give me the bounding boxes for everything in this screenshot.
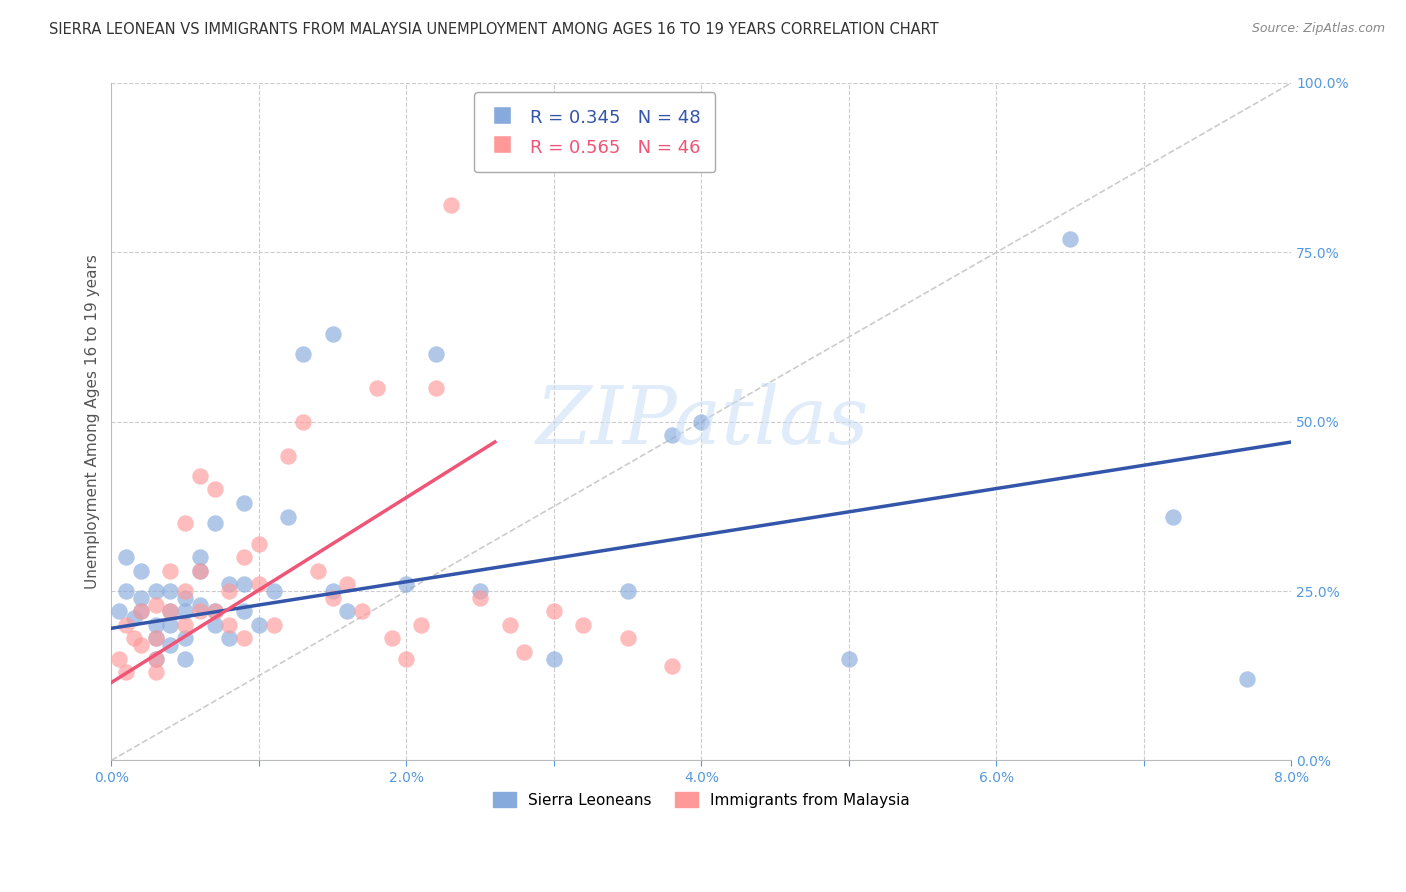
Point (174, 604, 197, 618)
Point (233, 604, 256, 618)
Point (188, 564, 211, 578)
Point (174, 618, 197, 632)
Point (188, 550, 211, 565)
Point (115, 584, 138, 599)
Point (277, 449, 299, 463)
Point (336, 604, 359, 618)
Point (292, 347, 315, 361)
Point (129, 604, 152, 618)
Point (159, 584, 181, 599)
Y-axis label: Unemployment Among Ages 16 to 19 years: Unemployment Among Ages 16 to 19 years (86, 254, 100, 589)
Point (145, 665, 167, 680)
Point (233, 632, 256, 646)
Point (159, 618, 181, 632)
Point (572, 618, 595, 632)
Point (411, 618, 433, 632)
Point (129, 591, 152, 605)
Point (1236, 672, 1258, 686)
Point (468, 591, 491, 605)
Point (174, 584, 197, 599)
Point (188, 564, 211, 578)
Point (661, 428, 683, 442)
Point (292, 415, 315, 429)
Point (115, 550, 138, 565)
Point (616, 632, 638, 646)
Point (174, 632, 197, 646)
Point (1163, 509, 1185, 524)
Point (690, 415, 713, 429)
Point (145, 598, 167, 612)
Point (247, 536, 270, 550)
Point (395, 652, 418, 666)
Point (145, 618, 167, 632)
Point (159, 604, 181, 618)
Point (247, 618, 270, 632)
Point (425, 347, 447, 361)
Point (233, 577, 256, 591)
Point (204, 483, 226, 497)
Point (204, 604, 226, 618)
Point (468, 584, 491, 599)
Point (188, 468, 211, 483)
Point (322, 326, 344, 341)
Point (218, 584, 240, 599)
Point (174, 516, 197, 531)
Point (129, 604, 152, 618)
Point (129, 638, 152, 652)
Point (145, 584, 167, 599)
Point (174, 591, 197, 605)
Point (247, 577, 270, 591)
Point (159, 638, 181, 652)
Text: Source: ZipAtlas.com: Source: ZipAtlas.com (1251, 22, 1385, 36)
Point (107, 604, 129, 618)
Point (188, 604, 211, 618)
Point (263, 584, 285, 599)
Point (145, 632, 167, 646)
Point (440, 198, 463, 212)
Point (1059, 232, 1081, 246)
Point (336, 577, 359, 591)
Legend: Sierra Leoneans, Immigrants from Malaysia: Sierra Leoneans, Immigrants from Malaysi… (486, 786, 915, 814)
Point (204, 618, 226, 632)
Point (145, 632, 167, 646)
Point (107, 652, 129, 666)
Point (381, 632, 404, 646)
Point (174, 652, 197, 666)
Point (129, 564, 152, 578)
Point (513, 645, 536, 659)
Point (233, 496, 256, 510)
Point (395, 577, 418, 591)
Point (218, 618, 240, 632)
Point (543, 652, 565, 666)
Point (233, 550, 256, 565)
Point (616, 584, 638, 599)
Point (145, 652, 167, 666)
Point (204, 604, 226, 618)
Point (322, 591, 344, 605)
Point (838, 652, 860, 666)
Point (122, 611, 145, 625)
Point (366, 381, 388, 395)
Point (263, 618, 285, 632)
Point (122, 632, 145, 646)
Point (218, 632, 240, 646)
Point (543, 604, 565, 618)
Point (188, 598, 211, 612)
Point (322, 584, 344, 599)
Point (661, 658, 683, 673)
Point (425, 381, 447, 395)
Point (159, 604, 181, 618)
Point (159, 564, 181, 578)
Point (498, 618, 520, 632)
Text: SIERRA LEONEAN VS IMMIGRANTS FROM MALAYSIA UNEMPLOYMENT AMONG AGES 16 TO 19 YEAR: SIERRA LEONEAN VS IMMIGRANTS FROM MALAYS… (49, 22, 939, 37)
Text: ZIPatlas: ZIPatlas (534, 383, 868, 460)
Point (204, 516, 226, 531)
Point (115, 618, 138, 632)
Point (115, 665, 138, 680)
Point (307, 564, 329, 578)
Point (218, 577, 240, 591)
Point (277, 509, 299, 524)
Point (145, 652, 167, 666)
Point (352, 604, 374, 618)
